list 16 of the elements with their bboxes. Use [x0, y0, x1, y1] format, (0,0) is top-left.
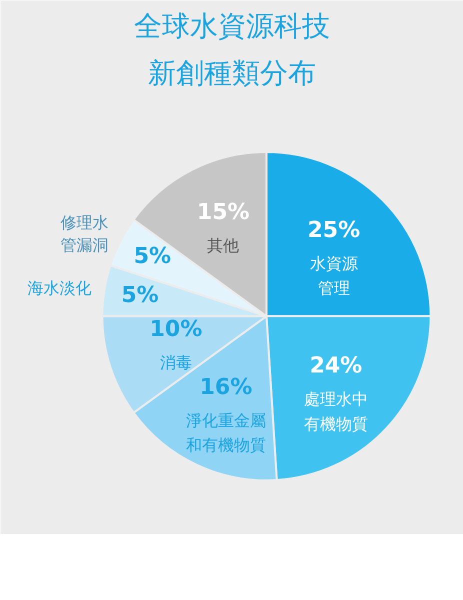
slice-label: 消毒	[160, 352, 192, 372]
data-label: 10%	[150, 316, 202, 342]
data-label: 25%	[307, 218, 360, 244]
slice-label: 修理水管漏洞	[60, 212, 108, 255]
slice-label: 海水淡化	[27, 278, 92, 298]
data-label: 5%	[134, 244, 172, 270]
chart-subtitle: 新創種類分布	[148, 56, 316, 90]
chart-title: 全球水資源科技	[134, 10, 330, 42]
data-label: 24%	[310, 354, 362, 379]
slice-label: 其他	[207, 236, 240, 256]
slice-label: 處理水中有機物質	[304, 390, 368, 434]
slice-label: 水資源管理	[310, 254, 358, 298]
data-label: 15%	[196, 200, 250, 226]
slice-label: 淨化重金屬和有機物質	[186, 411, 266, 455]
data-label: 5%	[121, 283, 159, 308]
data-label: 16%	[200, 375, 252, 400]
